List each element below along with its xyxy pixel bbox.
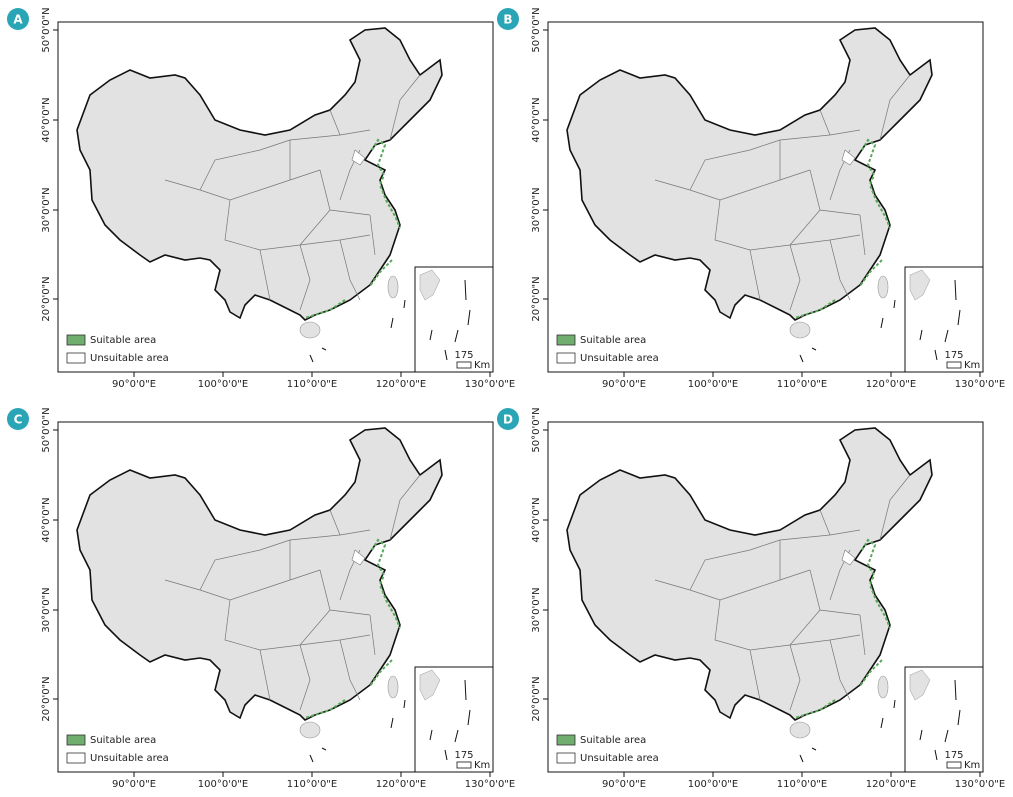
scale-distance: 175 xyxy=(454,750,473,761)
panel-badge xyxy=(497,408,519,430)
lat-tick-label: 30°0'0"N xyxy=(41,587,52,632)
panel-label: C xyxy=(14,413,23,427)
lon-tick-label: 110°0'0"E xyxy=(777,379,827,390)
legend-label: Unsuitable area xyxy=(90,753,169,764)
lat-tick-label: 40°0'0"N xyxy=(41,97,52,142)
legend-swatch xyxy=(66,352,86,364)
lon-tick-label: 90°0'0"E xyxy=(112,379,156,390)
lon-tick-label: 100°0'0"E xyxy=(688,779,738,790)
lat-tick-label: 30°0'0"N xyxy=(531,187,542,232)
panels: A 20°0'0"N 30°0'0"N 40°0'0"N 50°0'0"N 90°0'0"… xyxy=(7,7,1005,790)
lon-tick-label: 120°0'0"E xyxy=(376,779,426,790)
lon-tick-label: 90°0'0"E xyxy=(602,779,646,790)
legend-swatch xyxy=(556,334,576,346)
scale-distance: 175 xyxy=(454,350,473,361)
lon-tick-label: 110°0'0"E xyxy=(777,779,827,790)
scale-bar xyxy=(946,761,962,769)
panel-badge xyxy=(7,408,29,430)
scale-unit: Km xyxy=(474,760,490,771)
lon-tick-label: 90°0'0"E xyxy=(602,379,646,390)
lat-tick-label: 20°0'0"N xyxy=(41,276,52,321)
lat-tick-label: 30°0'0"N xyxy=(41,187,52,232)
lat-tick-label: 50°0'0"N xyxy=(41,7,52,52)
legend-swatch xyxy=(556,752,576,764)
legend-label: Suitable area xyxy=(90,335,156,346)
legend-swatch xyxy=(66,752,86,764)
scale-bar xyxy=(946,361,962,369)
panel-label: B xyxy=(503,13,512,27)
lat-tick-label: 50°0'0"N xyxy=(531,7,542,52)
map-panel: A 20°0'0"N 30°0'0"N 40°0'0"N 50°0'0"N 90°0'0"… xyxy=(7,7,515,390)
scale-distance: 175 xyxy=(944,350,963,361)
lat-tick-label: 30°0'0"N xyxy=(531,587,542,632)
map-panel: C 20°0'0"N 30°0'0"N 40°0'0"N 50°0'0"N 90°0'0"… xyxy=(7,407,515,790)
lon-tick-label: 120°0'0"E xyxy=(866,779,916,790)
lon-tick-label: 100°0'0"E xyxy=(198,379,248,390)
panel-badge xyxy=(7,8,29,30)
scale-unit: Km xyxy=(964,360,980,371)
panel-label: D xyxy=(503,413,513,427)
lon-tick-label: 120°0'0"E xyxy=(866,379,916,390)
scale-bar xyxy=(456,361,472,369)
lat-tick-label: 50°0'0"N xyxy=(41,407,52,452)
panel-label: A xyxy=(13,13,23,27)
legend-swatch xyxy=(556,352,576,364)
lon-tick-label: 130°0'0"E xyxy=(465,379,515,390)
legend-swatch xyxy=(66,334,86,346)
lat-tick-label: 20°0'0"N xyxy=(531,276,542,321)
legend-label: Unsuitable area xyxy=(580,353,659,364)
lon-tick-label: 130°0'0"E xyxy=(955,379,1005,390)
scale-distance: 175 xyxy=(944,750,963,761)
lon-tick-label: 110°0'0"E xyxy=(287,379,337,390)
lon-tick-label: 130°0'0"E xyxy=(465,779,515,790)
lat-tick-label: 40°0'0"N xyxy=(531,497,542,542)
scale-bar xyxy=(456,761,472,769)
lon-tick-label: 100°0'0"E xyxy=(198,779,248,790)
lat-tick-label: 20°0'0"N xyxy=(41,676,52,721)
scale-unit: Km xyxy=(964,760,980,771)
legend-label: Suitable area xyxy=(580,335,646,346)
legend-label: Unsuitable area xyxy=(580,753,659,764)
lat-tick-label: 40°0'0"N xyxy=(531,97,542,142)
lat-tick-label: 20°0'0"N xyxy=(531,676,542,721)
map-panel: D 20°0'0"N 30°0'0"N 40°0'0"N 50°0'0"N 90°0'0"… xyxy=(497,407,1005,790)
lon-tick-label: 110°0'0"E xyxy=(287,779,337,790)
scale-unit: Km xyxy=(474,360,490,371)
legend-label: Suitable area xyxy=(580,735,646,746)
lat-tick-label: 40°0'0"N xyxy=(41,497,52,542)
lon-tick-label: 130°0'0"E xyxy=(955,779,1005,790)
panel-badge xyxy=(497,8,519,30)
legend-swatch xyxy=(66,734,86,746)
lon-tick-label: 120°0'0"E xyxy=(376,379,426,390)
legend-label: Unsuitable area xyxy=(90,353,169,364)
legend-label: Suitable area xyxy=(90,735,156,746)
lon-tick-label: 100°0'0"E xyxy=(688,379,738,390)
lon-tick-label: 90°0'0"E xyxy=(112,779,156,790)
map-panel: B 20°0'0"N 30°0'0"N 40°0'0"N 50°0'0"N 90°0'0"… xyxy=(497,7,1005,390)
lat-tick-label: 50°0'0"N xyxy=(531,407,542,452)
legend-swatch xyxy=(556,734,576,746)
